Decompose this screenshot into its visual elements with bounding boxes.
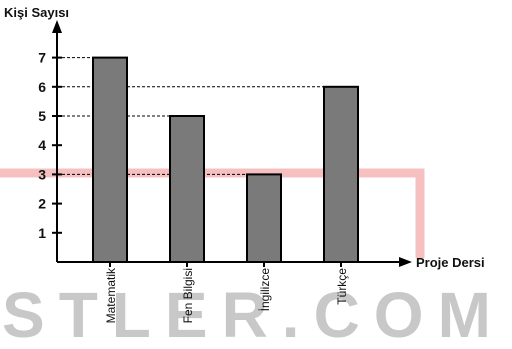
y-tick-label: 4 bbox=[38, 137, 46, 153]
x-axis-title: Proje Dersi bbox=[416, 255, 485, 270]
watermark-text: STLER.COM bbox=[2, 279, 505, 349]
watermark-highlight-frame bbox=[0, 168, 425, 258]
x-category-label: Türkçe bbox=[335, 268, 349, 305]
bar-3 bbox=[323, 85, 359, 263]
x-category-label: İngilizce bbox=[258, 268, 272, 312]
bar-2 bbox=[246, 173, 282, 263]
watermark: STLER.COM bbox=[0, 168, 505, 349]
y-axis-arrow bbox=[52, 20, 62, 33]
y-tick-label: 6 bbox=[38, 79, 46, 95]
bars bbox=[92, 56, 359, 263]
y-axis-ticks: 1 2 3 4 5 6 7 bbox=[38, 50, 62, 241]
y-axis-title: Kişi Sayısı bbox=[4, 5, 69, 20]
bar-1 bbox=[169, 115, 205, 263]
y-tick-label: 7 bbox=[38, 50, 46, 66]
axes bbox=[52, 20, 412, 267]
bar-0 bbox=[92, 56, 128, 263]
y-tick-label: 2 bbox=[38, 196, 46, 212]
x-axis-labels: Matematik Fen Bilgisi İngilizce Türkçe bbox=[104, 262, 349, 323]
x-category-label: Fen Bilgisi bbox=[181, 268, 195, 323]
y-tick-label: 3 bbox=[38, 166, 46, 182]
y-tick-label: 1 bbox=[38, 225, 46, 241]
y-tick-label: 5 bbox=[38, 108, 46, 124]
x-category-label: Matematik bbox=[104, 267, 118, 323]
x-axis-arrow bbox=[399, 257, 412, 267]
